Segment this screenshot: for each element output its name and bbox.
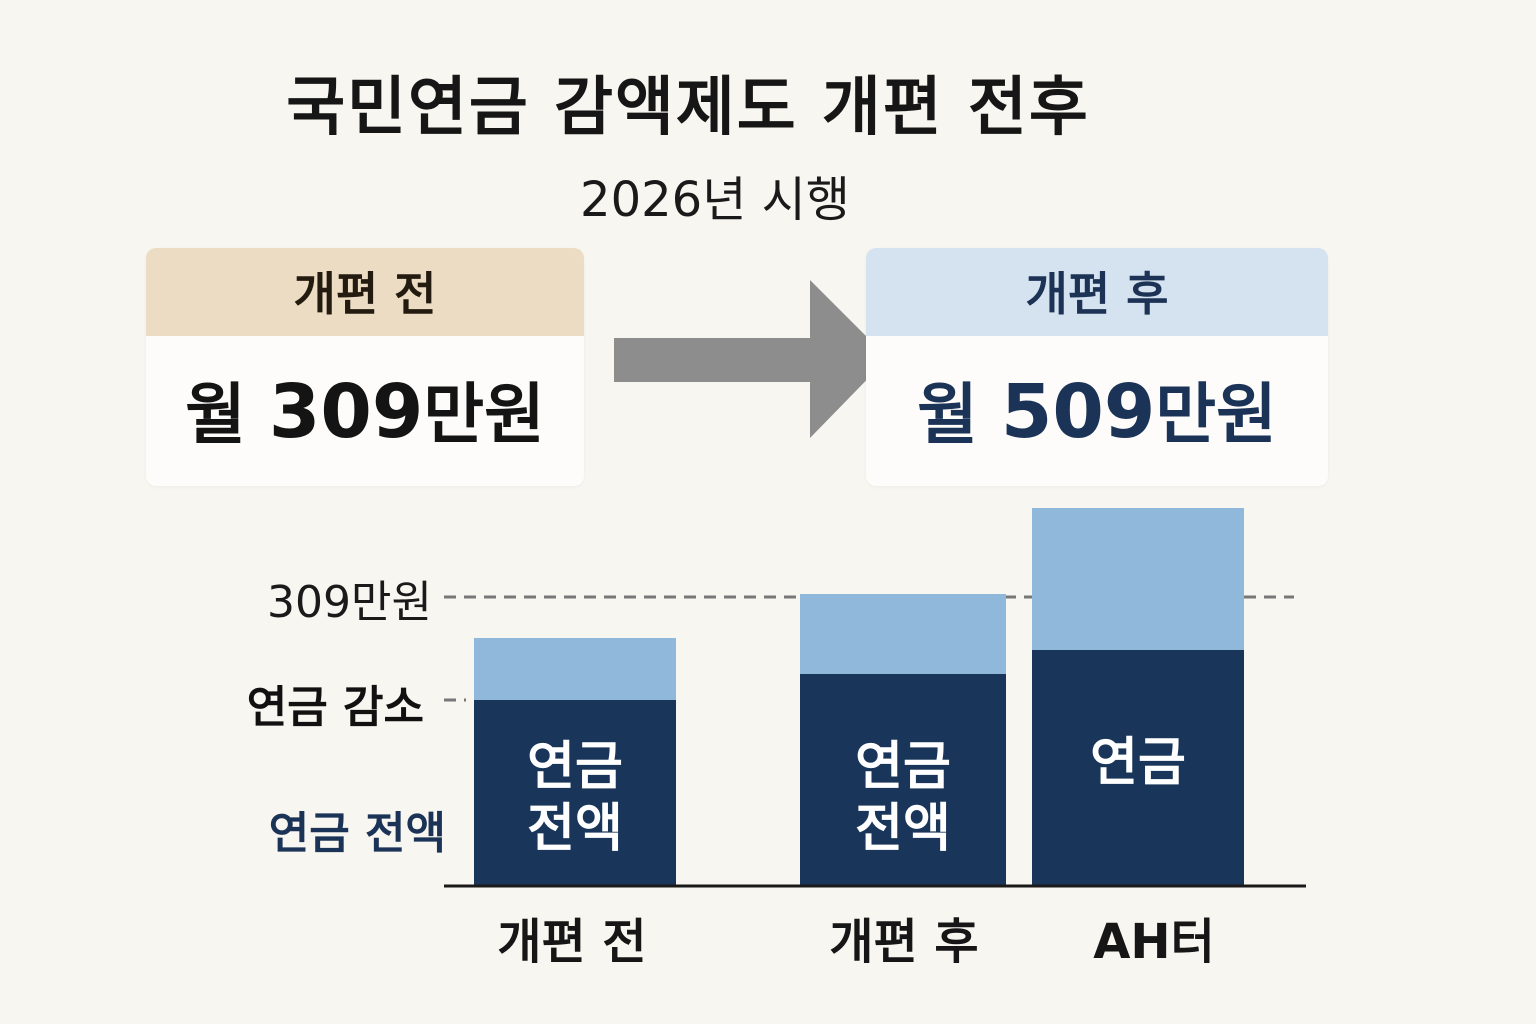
bar-label-2-0: 연금 [1090, 733, 1186, 793]
after-card-header: 개편 후 [866, 248, 1328, 336]
page-subtitle: 2026년 시행 [580, 172, 850, 228]
category-label-2: AH터 [1093, 914, 1214, 970]
y-label-2: 연금 전액 [269, 808, 446, 859]
after-unit: 만원 [1155, 376, 1277, 453]
bar-reduction-2 [1032, 508, 1244, 650]
arrow-shape [614, 280, 888, 438]
before-card-value: 월 309만원 [146, 336, 584, 486]
before-card: 개편 전 월 309만원 [146, 248, 584, 486]
category-label-1: 개편 후 [829, 914, 978, 970]
after-card: 개편 후 월 509만원 [866, 248, 1328, 486]
bar-full-2 [1032, 650, 1244, 886]
bar-label-1-1: 전액 [855, 799, 951, 859]
bar-label-0-1: 전액 [527, 799, 623, 859]
y-label-0: 309만원 [267, 577, 432, 628]
bar-full-0 [474, 700, 676, 886]
bar-reduction-1 [800, 594, 1006, 674]
bar-label-0-0: 연금 [527, 737, 623, 797]
before-amount: 309 [268, 369, 424, 455]
after-month-prefix: 월 [917, 376, 978, 453]
after-amount: 509 [1000, 369, 1156, 455]
y-label-1: 연금 감소 [247, 682, 424, 733]
bar-full-1 [800, 674, 1006, 886]
bar-reduction-0 [474, 638, 676, 700]
after-card-value: 월 509만원 [866, 336, 1328, 486]
before-card-header: 개편 전 [146, 248, 584, 336]
before-month-prefix: 월 [185, 376, 246, 453]
right-arrow-icon [614, 280, 888, 438]
category-label-0: 개편 전 [497, 914, 646, 970]
before-unit: 만원 [423, 376, 545, 453]
page-title: 국민연금 감액제도 개편 전후 [286, 71, 1090, 145]
bar-label-1-0: 연금 [855, 737, 951, 797]
